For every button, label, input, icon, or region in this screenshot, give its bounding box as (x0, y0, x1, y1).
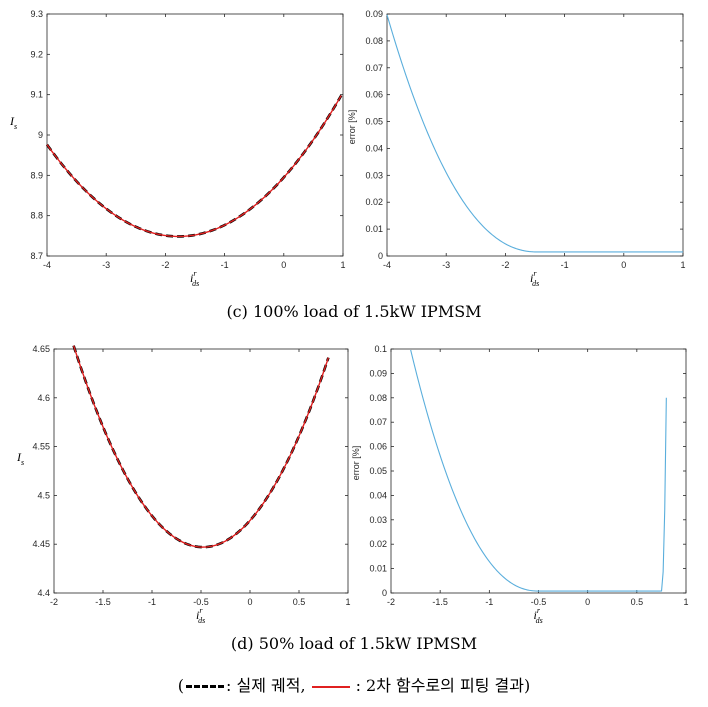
y-tick-label: 0.07 (365, 63, 383, 73)
x-tick-label: 0.5 (631, 597, 644, 607)
y-tick-label: 0.02 (369, 539, 387, 549)
y-tick-label: 0.08 (369, 393, 387, 403)
y-tick-label: 0.05 (369, 466, 387, 476)
y-tick-label: 0.06 (369, 442, 387, 452)
plot-area (46, 13, 344, 257)
y-tick-label: 0.08 (365, 36, 383, 46)
y-axis-label: error [%] (347, 110, 357, 145)
caption-d: (d) 50% load of 1.5kW IPMSM (230, 634, 478, 653)
chart-c-left: -4 -3 -2 -1 0 1 8.7 8.8 8.9 9 9.1 9.2 9.3 ir ds Is (9, 9, 346, 288)
x-tick-label: -2 (50, 597, 58, 607)
chart-d-left: -2 -1.5 -1 -0.5 0 0.5 1 4.4 4.45 4.5 4.55 4.6 4.65 ir… (16, 344, 351, 625)
x-tick-label: -4 (383, 260, 391, 270)
y-tick-label: 0.09 (369, 368, 387, 378)
plot-area (390, 348, 687, 594)
y-axis-label: error [%] (351, 446, 361, 481)
x-tick-label: -0.5 (193, 597, 209, 607)
plot-area (386, 13, 684, 257)
y-tick-label: 9 (38, 130, 43, 140)
y-tick-label: 0 (378, 251, 383, 261)
y-tick-label: 0.04 (369, 490, 387, 500)
y-tick-label: 0.1 (374, 344, 387, 354)
y-tick-label: 0.03 (365, 170, 383, 180)
series-error-line (410, 349, 667, 592)
x-tick-label: 0.5 (293, 597, 306, 607)
y-tick-label: 4.4 (37, 588, 50, 598)
x-tick-label: -1.5 (432, 597, 448, 607)
y-tick-label: 0.07 (369, 417, 387, 427)
y-tick-label: 0.06 (365, 90, 383, 100)
legend-open: ( (177, 676, 185, 695)
legend: ( : 실제 궤적, : 2차 함수로의 피팅 결과) (0, 672, 708, 696)
x-tick-label: -1 (485, 597, 493, 607)
x-axis-label: ir ds (190, 269, 199, 288)
y-tick-label: 4.45 (32, 539, 50, 549)
x-tick-label: -4 (43, 260, 51, 270)
y-tick-label: 0.04 (365, 143, 383, 153)
y-tick-label: 4.6 (37, 393, 50, 403)
y-tick-label: 0 (382, 588, 387, 598)
x-tick-label: -1.5 (95, 597, 111, 607)
y-tick-label: 9.2 (30, 49, 43, 59)
series-fit-line (46, 95, 342, 238)
caption-c: (c) 100% load of 1.5kW IPMSM (226, 302, 482, 321)
y-tick-label: 8.7 (30, 251, 43, 261)
y-tick-label: 4.5 (37, 490, 50, 500)
y-tick-label: 0.05 (365, 117, 383, 127)
x-tick-label: -2 (387, 597, 395, 607)
y-tick-label: 0.01 (365, 224, 383, 234)
chart-d-right: -2 -1.5 -1 -0.5 0 0.5 1 0 0.01 0.02 0.03 0.04 0.05 0.… (351, 344, 689, 625)
x-tick-label: 1 (345, 597, 350, 607)
x-axis-label: ir ds (534, 606, 543, 625)
y-axis-label: Is (16, 450, 24, 467)
y-tick-label: 4.55 (32, 442, 50, 452)
x-tick-label: 0 (247, 597, 252, 607)
x-tick-label: -1 (148, 597, 156, 607)
plot-area (53, 348, 349, 594)
y-tick-label: 8.9 (30, 170, 43, 180)
x-tick-label: -2 (161, 260, 169, 270)
y-tick-label: 8.8 (30, 211, 43, 221)
legend-fit-line-sample (311, 685, 350, 688)
series-error-line (386, 14, 683, 253)
legend-fit-label: : 2차 함수로의 피팅 결과) (355, 676, 531, 695)
y-tick-label: 0.03 (369, 515, 387, 525)
x-tick-label: 1 (683, 597, 688, 607)
y-tick-label: 0.02 (365, 197, 383, 207)
y-tick-label: 9.1 (30, 90, 43, 100)
x-axis-label: ir ds (530, 269, 539, 288)
legend-actual-line-sample (186, 685, 225, 688)
x-tick-label: -3 (442, 260, 450, 270)
x-tick-label: -3 (102, 260, 110, 270)
x-tick-label: 0 (621, 260, 626, 270)
y-tick-label: 0.09 (365, 9, 383, 19)
x-axis-label: ir ds (196, 606, 205, 625)
y-tick-label: 4.65 (32, 344, 50, 354)
x-tick-label: -0.5 (531, 597, 547, 607)
chart-c-right: -4 -3 -2 -1 0 1 0 0.01 0.02 0.03 0.04 0.05 0.06 0.07 0… (347, 9, 686, 288)
y-tick-label: 0.01 (369, 564, 387, 574)
x-tick-label: -1 (221, 260, 229, 270)
x-tick-label: 0 (281, 260, 286, 270)
x-tick-label: 1 (680, 260, 685, 270)
legend-actual-label: : 실제 궤적, (226, 676, 306, 695)
x-tick-label: -2 (501, 260, 509, 270)
x-tick-label: 1 (340, 260, 345, 270)
y-tick-label: 9.3 (30, 9, 43, 19)
y-axis-label: Is (9, 114, 17, 131)
x-tick-label: -1 (561, 260, 569, 270)
series-fit-line (72, 345, 330, 548)
x-tick-label: 0 (585, 597, 590, 607)
